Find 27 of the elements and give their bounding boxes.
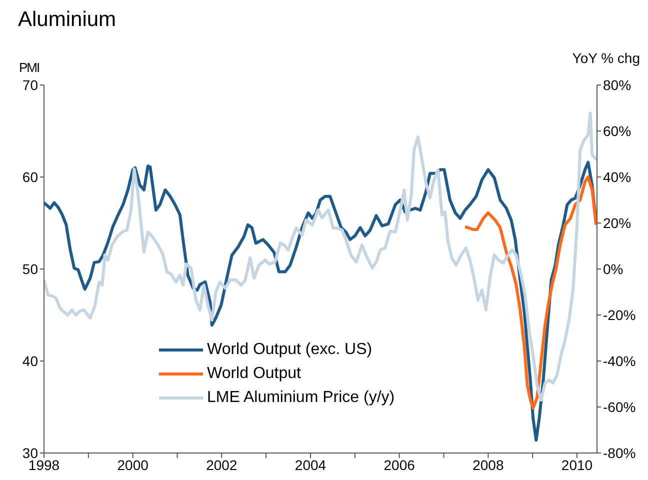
y2-axis-title: YoY % chg bbox=[572, 50, 640, 66]
y-tick-label: 50 bbox=[22, 260, 38, 277]
x-tick-label: 2008 bbox=[472, 456, 504, 473]
x-tick-label: 2002 bbox=[206, 456, 238, 473]
chart-title: Aluminium bbox=[18, 8, 116, 32]
y2-tick-label: -40% bbox=[603, 352, 636, 369]
x-tick-label: 2004 bbox=[294, 456, 326, 473]
legend-label: LME Aluminium Price (y/y) bbox=[207, 388, 395, 408]
legend-label: World Output (exc. US) bbox=[207, 340, 372, 360]
x-tick-label: 2010 bbox=[561, 456, 593, 473]
y2-tick-label: -20% bbox=[603, 306, 636, 323]
y-tick-label: 30 bbox=[22, 444, 38, 461]
y2-tick-label: 40% bbox=[603, 168, 632, 185]
y2-tick-label: 20% bbox=[603, 214, 632, 231]
line-series bbox=[464, 176, 597, 410]
x-tick-label: 2000 bbox=[117, 456, 149, 473]
x-tick-label: 2006 bbox=[384, 456, 416, 473]
y2-tick-label: -80% bbox=[603, 444, 636, 461]
y-tick-label: 70 bbox=[22, 76, 38, 93]
y2-tick-label: -60% bbox=[603, 398, 636, 415]
y2-tick-label: 60% bbox=[603, 122, 632, 139]
y2-tick-label: 0% bbox=[603, 260, 624, 277]
legend-label: World Output bbox=[207, 364, 301, 384]
y2-tick-label: 80% bbox=[603, 76, 632, 93]
y-axis-title: PMI bbox=[19, 60, 40, 75]
y-tick-label: 40 bbox=[22, 352, 38, 369]
y-tick-label: 60 bbox=[22, 168, 38, 185]
